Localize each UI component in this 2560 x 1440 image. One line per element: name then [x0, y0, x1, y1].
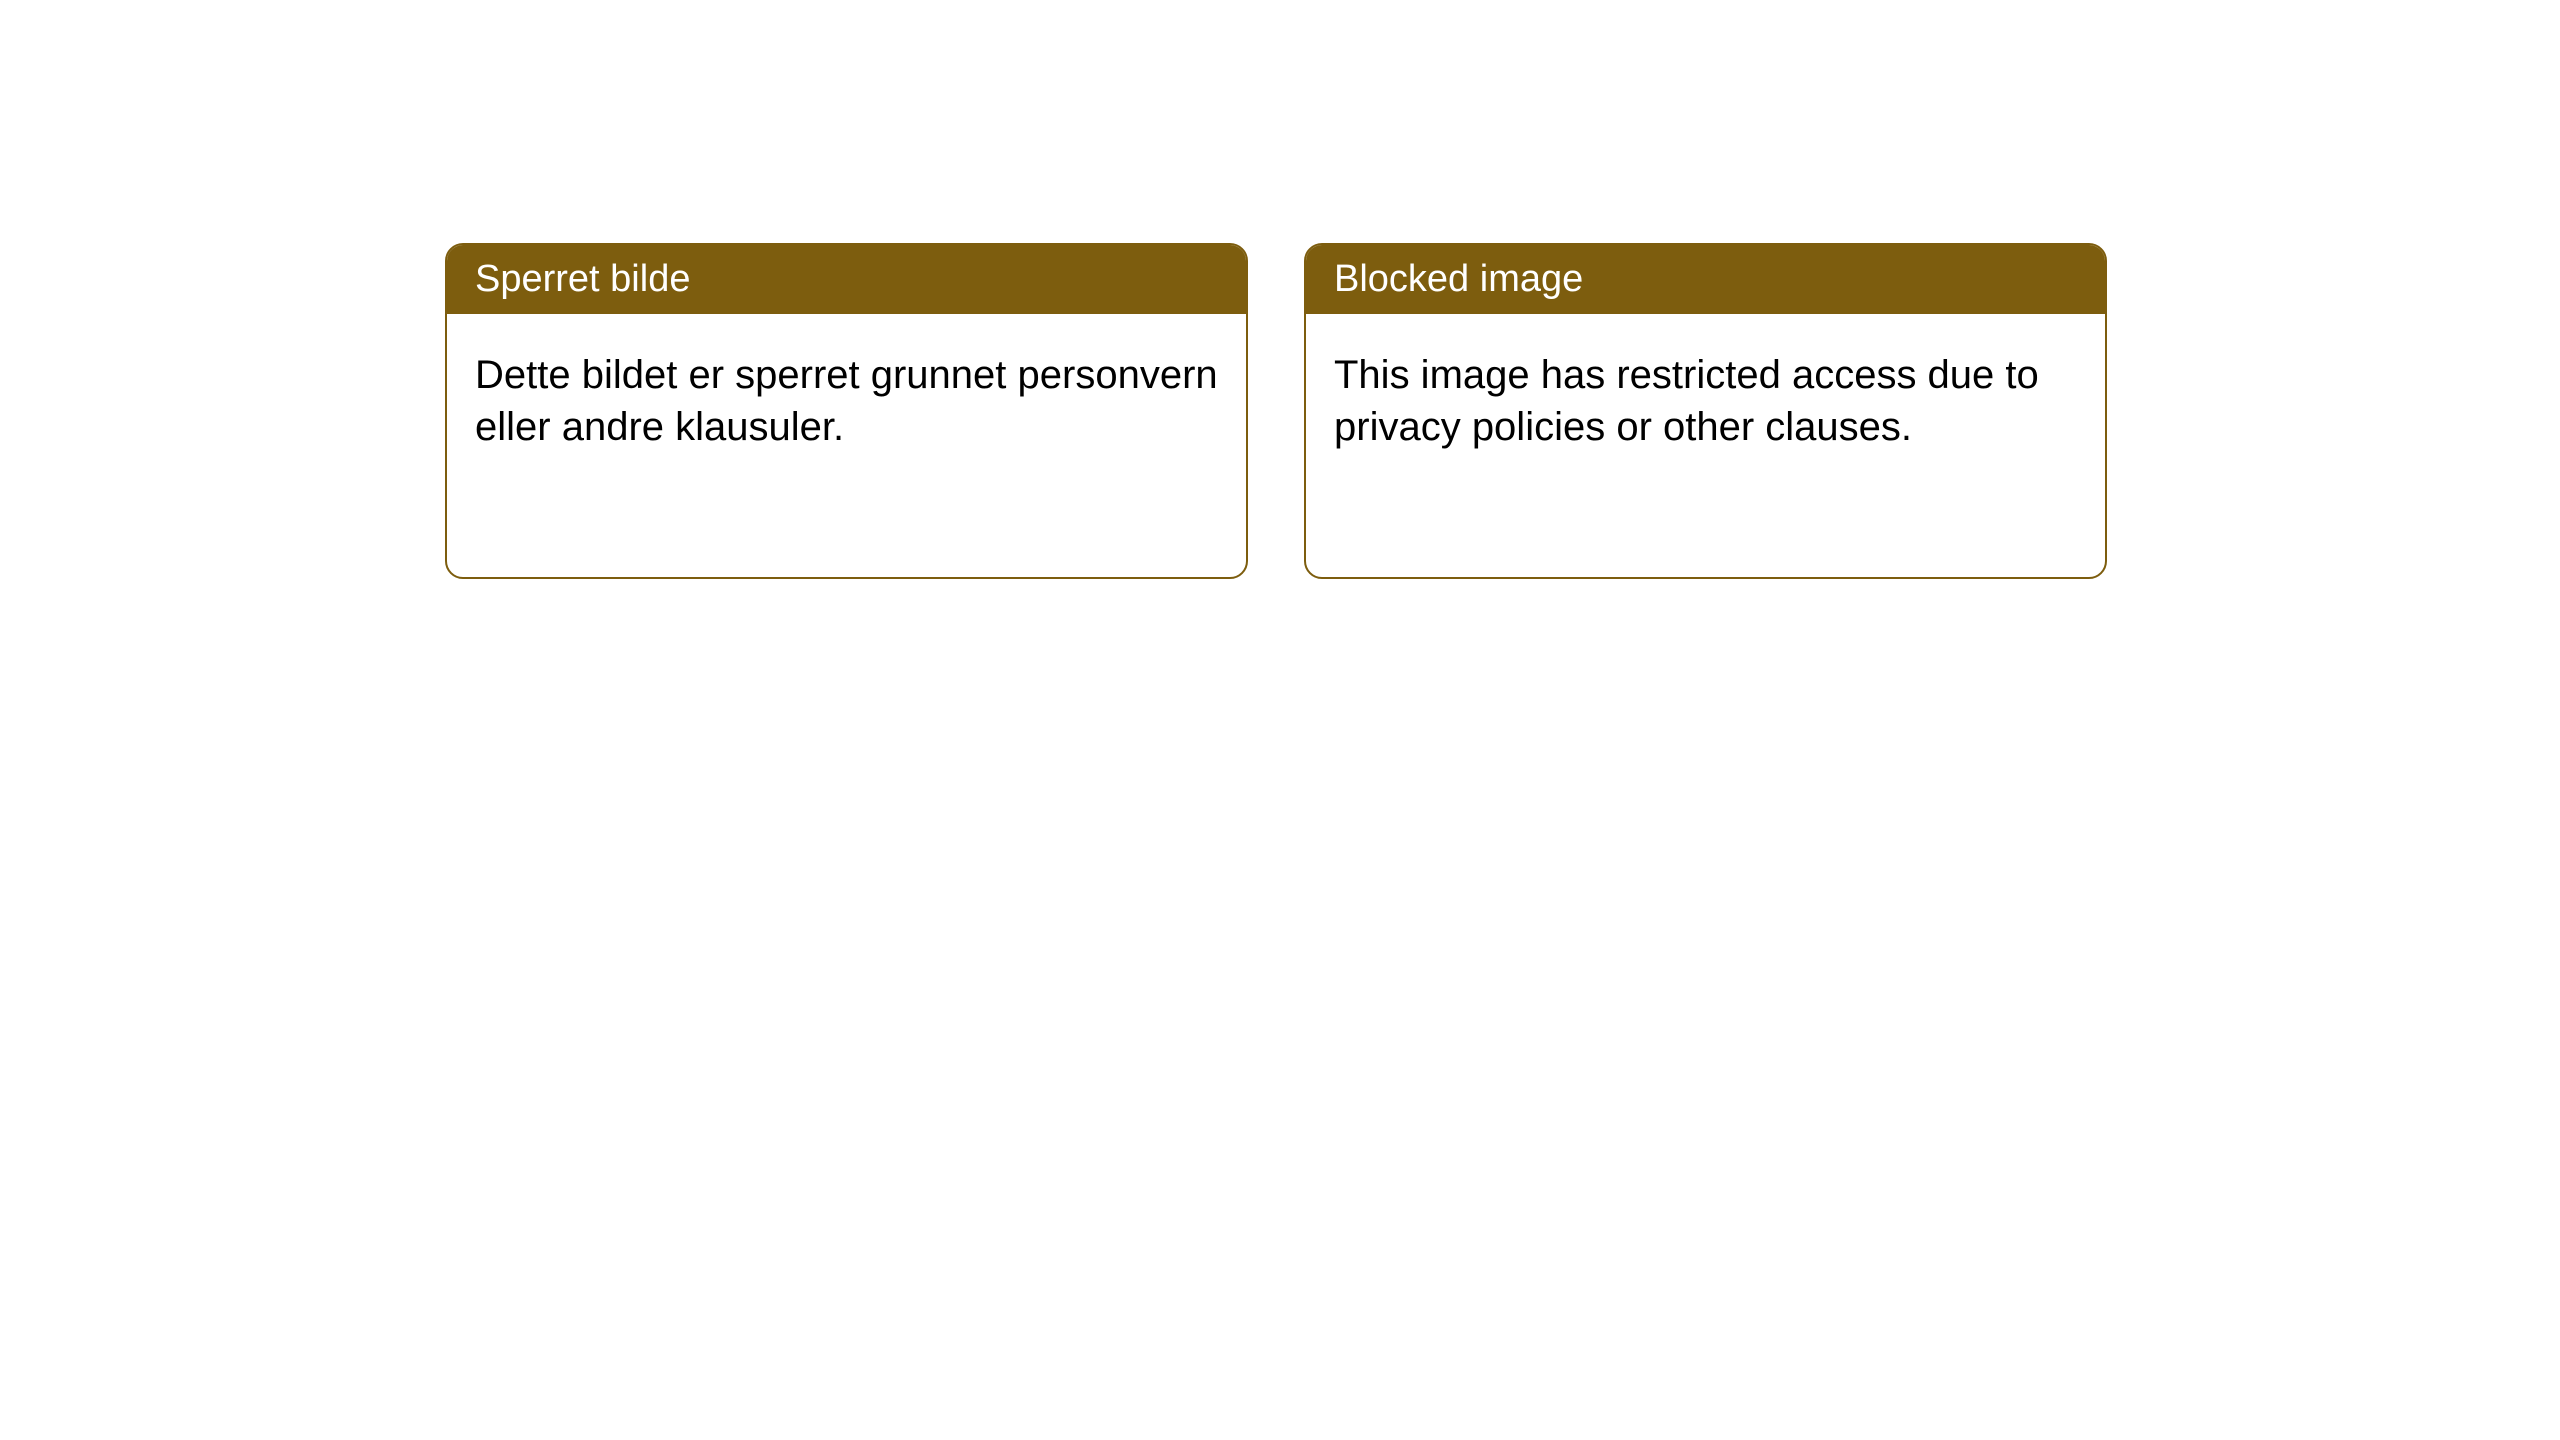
notice-message: This image has restricted access due to … [1334, 353, 2039, 449]
notice-card-norwegian: Sperret bilde Dette bildet er sperret gr… [445, 243, 1248, 579]
notice-title: Blocked image [1334, 258, 1583, 300]
notice-card-header: Sperret bilde [447, 245, 1246, 314]
notice-cards-container: Sperret bilde Dette bildet er sperret gr… [445, 243, 2107, 579]
notice-card-body: This image has restricted access due to … [1306, 314, 2105, 488]
notice-card-header: Blocked image [1306, 245, 2105, 314]
notice-card-body: Dette bildet er sperret grunnet personve… [447, 314, 1246, 488]
notice-message: Dette bildet er sperret grunnet personve… [475, 353, 1218, 449]
notice-title: Sperret bilde [475, 258, 690, 300]
notice-card-english: Blocked image This image has restricted … [1304, 243, 2107, 579]
